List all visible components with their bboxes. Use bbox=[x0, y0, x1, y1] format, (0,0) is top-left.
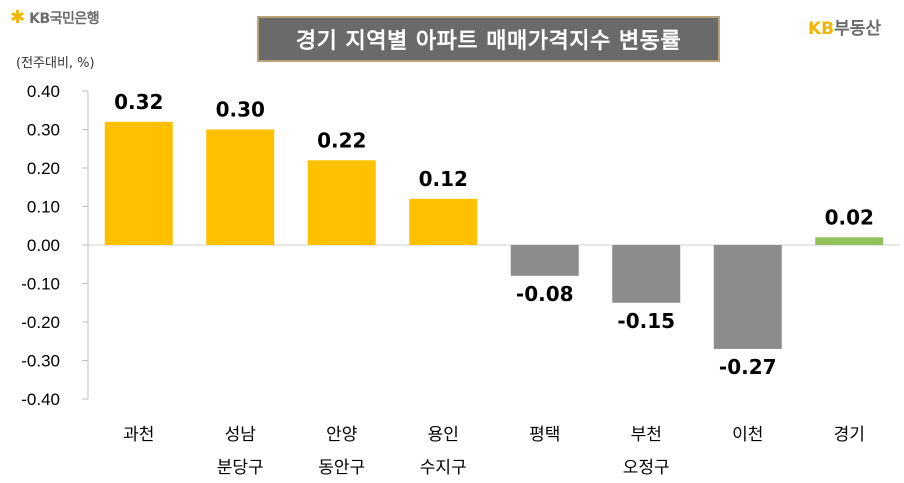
data-label: 0.02 bbox=[825, 205, 874, 229]
x-category-label: 과천 bbox=[123, 425, 154, 445]
data-label: 0.32 bbox=[114, 90, 163, 114]
kb-bank-name: KB국민은행 bbox=[29, 11, 100, 27]
x-category-sublabel: 분당구 bbox=[217, 458, 264, 478]
x-category-label: 부천 bbox=[631, 425, 662, 445]
real-estate-text: 부동산 bbox=[834, 19, 882, 39]
kb-real-estate-logo: KB부동산 bbox=[808, 14, 881, 39]
bar-2 bbox=[206, 129, 275, 245]
x-category-sublabel: 동안구 bbox=[318, 458, 365, 478]
data-label: 0.30 bbox=[216, 98, 265, 122]
y-tick-label: -0.40 bbox=[21, 390, 60, 409]
bar-7 bbox=[713, 245, 782, 349]
y-tick-label: 0.00 bbox=[27, 236, 60, 255]
bar-3 bbox=[307, 160, 376, 245]
x-category-label: 평택 bbox=[529, 425, 560, 445]
x-category-sublabel: 오정구 bbox=[623, 458, 670, 478]
bar-5 bbox=[510, 245, 579, 276]
x-category-label: 성남 bbox=[225, 425, 257, 445]
bar-4 bbox=[409, 198, 478, 245]
data-label: 0.12 bbox=[419, 167, 468, 191]
y-tick-label: -0.10 bbox=[21, 275, 60, 294]
chart-title: 경기 지역별 아파트 매매가격지수 변동률 bbox=[257, 16, 720, 62]
x-category-sublabel: 수지구 bbox=[420, 458, 467, 478]
kb-star-icon: ✱ bbox=[10, 7, 26, 28]
y-tick-label: -0.30 bbox=[21, 352, 60, 371]
y-tick-label: 0.40 bbox=[27, 82, 60, 101]
y-tick-label: 0.10 bbox=[27, 198, 60, 217]
x-category-label: 안양 bbox=[326, 425, 357, 445]
data-label: -0.15 bbox=[617, 309, 675, 333]
y-tick-label: -0.20 bbox=[21, 313, 60, 332]
x-category-label: 용인 bbox=[428, 425, 459, 445]
kb-mark: KB bbox=[808, 19, 835, 39]
bar-6 bbox=[612, 245, 681, 303]
x-category-label: 경기 bbox=[834, 425, 865, 445]
y-tick-label: 0.30 bbox=[27, 121, 60, 140]
kb-bank-logo: ✱ KB국민은행 bbox=[10, 7, 100, 28]
bar-8 bbox=[815, 237, 884, 245]
data-label: -0.27 bbox=[719, 355, 777, 379]
bar-1 bbox=[104, 121, 173, 245]
y-tick-label: 0.20 bbox=[27, 159, 60, 178]
data-label: -0.08 bbox=[516, 282, 574, 306]
x-category-label: 이천 bbox=[732, 425, 763, 445]
data-label: 0.22 bbox=[317, 128, 366, 152]
unit-note: (전주대비, %) bbox=[16, 56, 95, 71]
